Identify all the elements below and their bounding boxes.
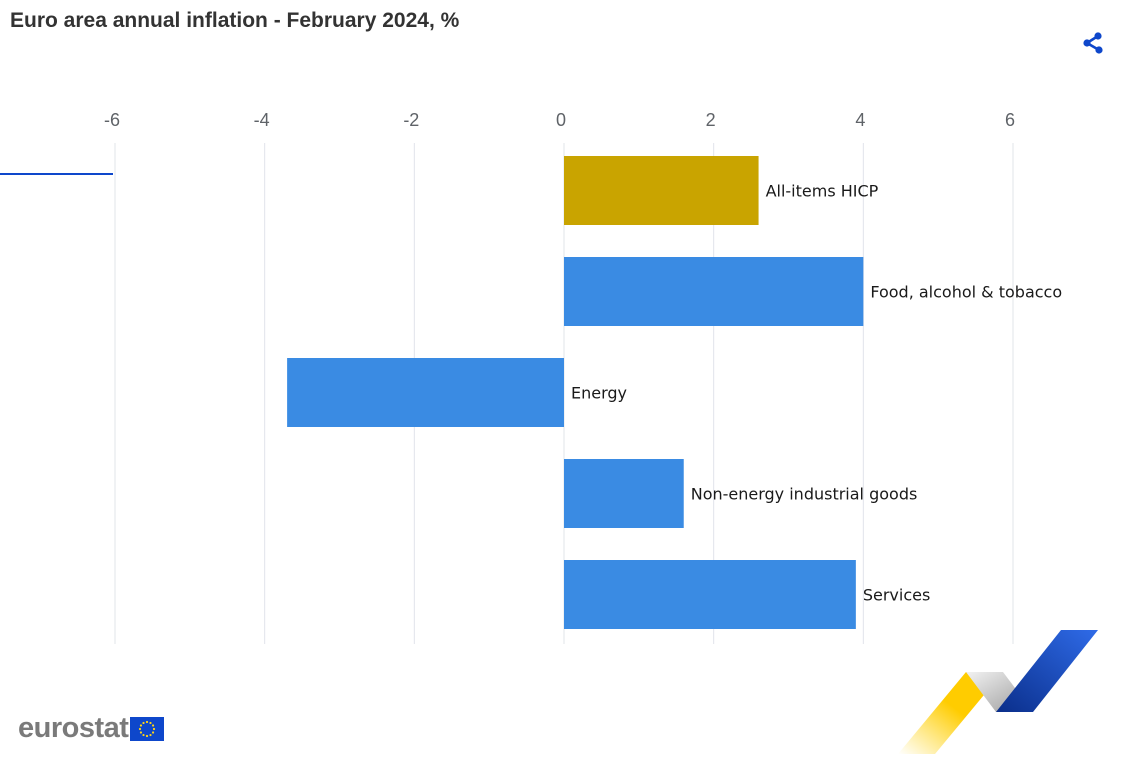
bar-labels: All-items HICP Food, alcohol & tobacco Ene… [571, 182, 1062, 605]
share-icon [1083, 32, 1103, 54]
flag-star [142, 721, 146, 725]
bar-label-energy: Energy [571, 384, 627, 403]
x-tick-label: 4 [855, 110, 865, 130]
x-tick-label: 2 [706, 110, 716, 130]
x-tick-label: -2 [403, 110, 419, 130]
bar-label-services: Services [863, 586, 930, 605]
eurostat-logo[interactable]: eurostat [18, 711, 165, 745]
bar-food-alcohol-tobacco[interactable] [564, 257, 864, 326]
flag-star [152, 731, 155, 734]
eu-flag-icon [130, 717, 165, 741]
bar-chart: -6 -4 -2 0 2 4 6 All-items HICP Food, alcohol &… [0, 110, 1062, 644]
bar-energy[interactable] [287, 358, 564, 427]
bar-label-non-energy-industrial-goods: Non-energy industrial goods [691, 485, 918, 504]
flag-star [146, 720, 149, 724]
bar-all-items-hicp[interactable] [564, 156, 759, 225]
x-tick-label: -4 [254, 110, 270, 130]
flag-star [140, 724, 143, 727]
share-button[interactable] [1080, 30, 1106, 56]
flag-star [152, 724, 155, 727]
bar-label-all-items-hicp: All-items HICP [766, 182, 879, 201]
x-tick-label: 0 [556, 110, 566, 130]
flag-star [142, 733, 146, 737]
bar-label-food-alcohol-tobacco: Food, alcohol & tobacco [870, 283, 1062, 302]
flag-star [146, 734, 149, 738]
flag-star [149, 733, 153, 737]
bar-services[interactable] [564, 560, 856, 629]
flag-star [149, 721, 153, 725]
flag-star [153, 727, 156, 731]
decorative-graphic [898, 630, 1098, 754]
bar-non-energy-industrial-goods[interactable] [564, 459, 684, 528]
flag-star [139, 727, 142, 731]
x-axis-ticks: -6 -4 -2 0 2 4 6 [104, 110, 1015, 130]
bars [287, 156, 864, 629]
x-tick-label: -6 [104, 110, 120, 130]
chart-title: Euro area annual inflation - February 20… [10, 9, 460, 32]
eurostat-logo-text: eurostat [18, 711, 129, 744]
flag-star [140, 731, 143, 734]
x-tick-label: 6 [1005, 110, 1015, 130]
